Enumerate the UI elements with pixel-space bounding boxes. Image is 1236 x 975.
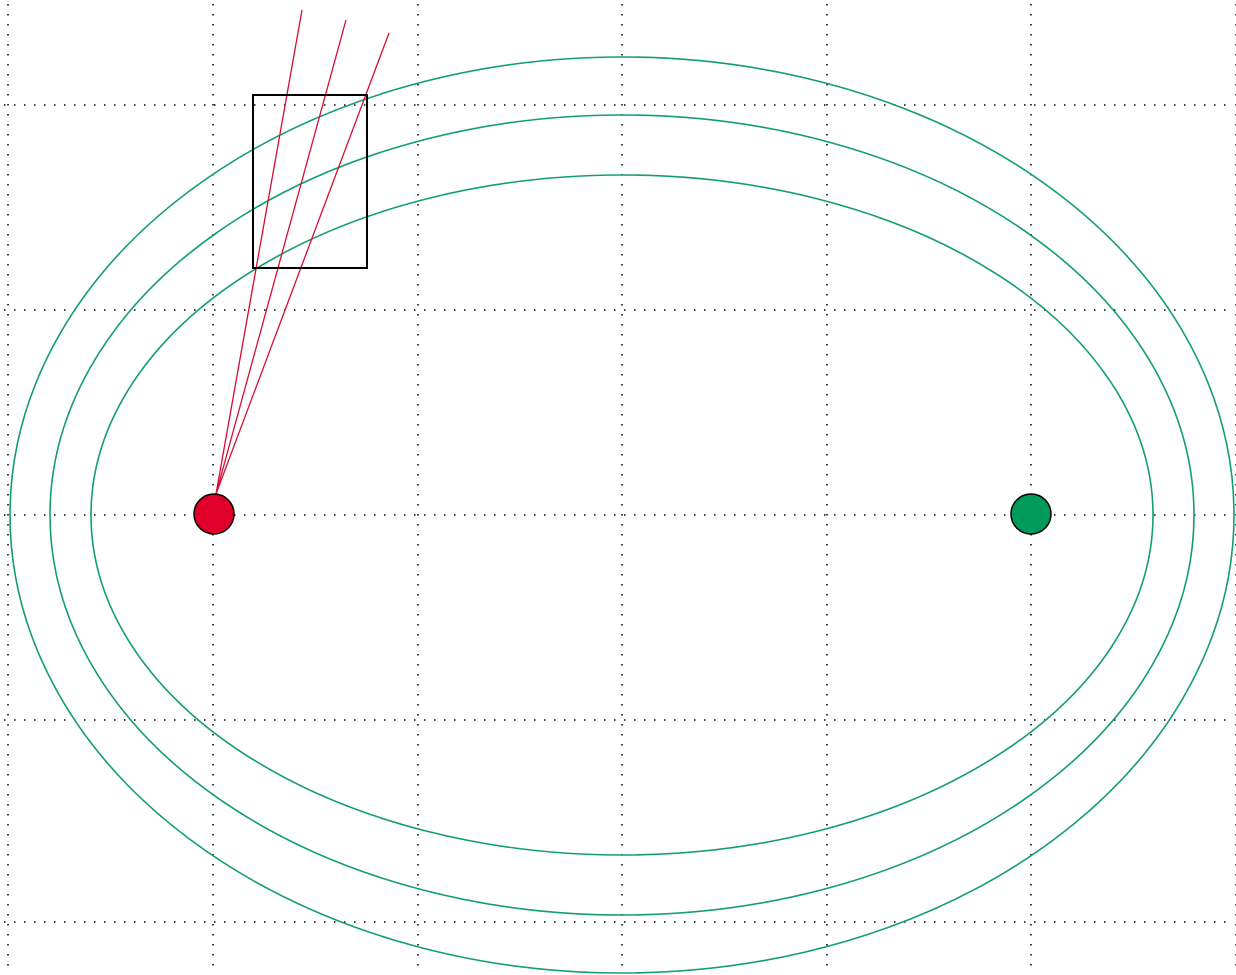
ray-3 bbox=[215, 32, 390, 495]
concentric-ellipses bbox=[9, 56, 1235, 974]
ellipse-2 bbox=[49, 114, 1195, 916]
dotted-grid bbox=[4, 4, 1236, 973]
ray-1 bbox=[215, 9, 303, 495]
ellipse-1 bbox=[9, 56, 1235, 974]
light-rays bbox=[215, 9, 390, 495]
ellipse-3 bbox=[90, 174, 1154, 856]
right-focus-dot bbox=[1010, 493, 1052, 535]
left-focus-dot bbox=[193, 493, 235, 535]
ray-2 bbox=[215, 19, 347, 495]
selection-box bbox=[252, 94, 368, 269]
